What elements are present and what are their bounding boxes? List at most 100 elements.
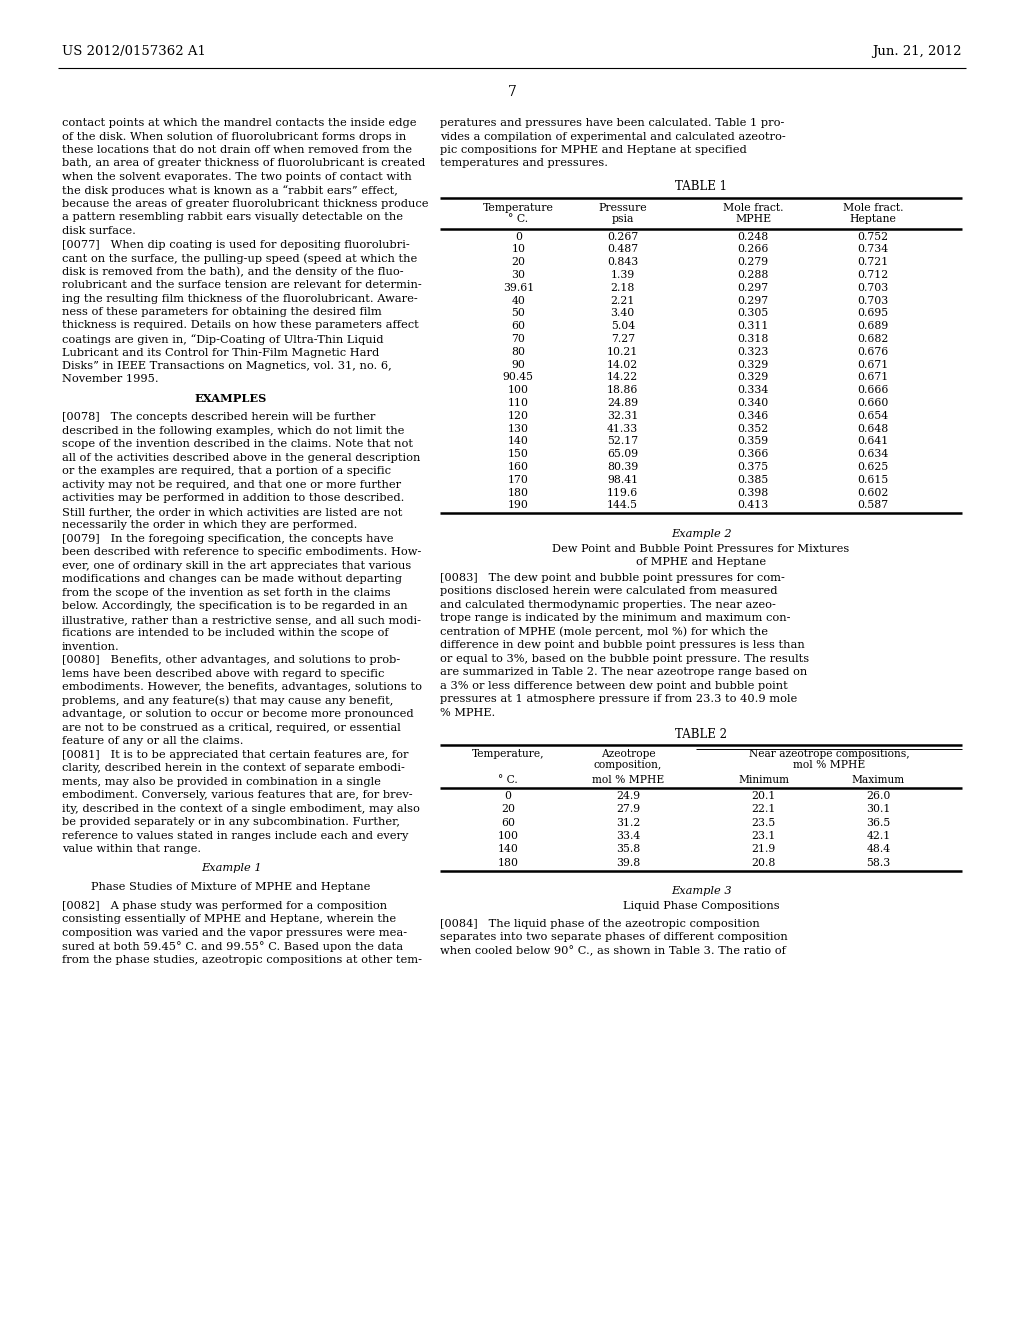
Text: activities may be performed in addition to those described.: activities may be performed in addition … bbox=[62, 494, 404, 503]
Text: 7: 7 bbox=[508, 84, 516, 99]
Text: 20: 20 bbox=[501, 804, 515, 814]
Text: 39.8: 39.8 bbox=[615, 858, 640, 867]
Text: 30.1: 30.1 bbox=[866, 804, 891, 814]
Text: 0.334: 0.334 bbox=[737, 385, 769, 395]
Text: 0.398: 0.398 bbox=[737, 487, 769, 498]
Text: 180: 180 bbox=[498, 858, 518, 867]
Text: 58.3: 58.3 bbox=[866, 858, 891, 867]
Text: TABLE 1: TABLE 1 bbox=[675, 180, 727, 193]
Text: ness of these parameters for obtaining the desired film: ness of these parameters for obtaining t… bbox=[62, 308, 382, 317]
Text: 190: 190 bbox=[508, 500, 528, 511]
Text: 1.39: 1.39 bbox=[610, 271, 635, 280]
Text: composition,: composition, bbox=[594, 760, 663, 770]
Text: 36.5: 36.5 bbox=[866, 817, 891, 828]
Text: [0078]   The concepts described herein will be further: [0078] The concepts described herein wil… bbox=[62, 412, 376, 422]
Text: Near azeotrope compositions,: Near azeotrope compositions, bbox=[749, 748, 909, 759]
Text: thickness is required. Details on how these parameters affect: thickness is required. Details on how th… bbox=[62, 321, 419, 330]
Text: 0.752: 0.752 bbox=[858, 231, 889, 242]
Text: Liquid Phase Compositions: Liquid Phase Compositions bbox=[623, 902, 779, 911]
Text: 27.9: 27.9 bbox=[615, 804, 640, 814]
Text: 0.352: 0.352 bbox=[737, 424, 769, 433]
Text: advantage, or solution to occur or become more pronounced: advantage, or solution to occur or becom… bbox=[62, 709, 414, 719]
Text: 0.641: 0.641 bbox=[858, 437, 889, 446]
Text: 23.1: 23.1 bbox=[752, 832, 776, 841]
Text: Mole fract.: Mole fract. bbox=[723, 202, 783, 213]
Text: be provided separately or in any subcombination. Further,: be provided separately or in any subcomb… bbox=[62, 817, 400, 828]
Text: 52.17: 52.17 bbox=[607, 437, 638, 446]
Text: 65.09: 65.09 bbox=[607, 449, 638, 459]
Text: 0.721: 0.721 bbox=[858, 257, 889, 267]
Text: 0.346: 0.346 bbox=[737, 411, 769, 421]
Text: [0081]   It is to be appreciated that certain features are, for: [0081] It is to be appreciated that cert… bbox=[62, 750, 409, 760]
Text: from the scope of the invention as set forth in the claims: from the scope of the invention as set f… bbox=[62, 587, 390, 598]
Text: Jun. 21, 2012: Jun. 21, 2012 bbox=[872, 45, 962, 58]
Text: 180: 180 bbox=[508, 487, 528, 498]
Text: and calculated thermodynamic properties. The near azeo-: and calculated thermodynamic properties.… bbox=[440, 599, 776, 610]
Text: 0: 0 bbox=[505, 791, 511, 801]
Text: 0.671: 0.671 bbox=[858, 359, 889, 370]
Text: 0.843: 0.843 bbox=[607, 257, 638, 267]
Text: feature of any or all the claims.: feature of any or all the claims. bbox=[62, 737, 244, 746]
Text: 10.21: 10.21 bbox=[607, 347, 638, 356]
Text: embodiments. However, the benefits, advantages, solutions to: embodiments. However, the benefits, adva… bbox=[62, 682, 422, 692]
Text: 23.5: 23.5 bbox=[752, 817, 776, 828]
Text: 0.703: 0.703 bbox=[858, 282, 889, 293]
Text: 5.04: 5.04 bbox=[610, 321, 635, 331]
Text: invention.: invention. bbox=[62, 642, 120, 652]
Text: 60: 60 bbox=[511, 321, 525, 331]
Text: 33.4: 33.4 bbox=[615, 832, 640, 841]
Text: 0.712: 0.712 bbox=[858, 271, 889, 280]
Text: 0.318: 0.318 bbox=[737, 334, 769, 345]
Text: 0.279: 0.279 bbox=[737, 257, 769, 267]
Text: Maximum: Maximum bbox=[852, 775, 905, 784]
Text: 39.61: 39.61 bbox=[503, 282, 534, 293]
Text: 150: 150 bbox=[508, 449, 528, 459]
Text: 26.0: 26.0 bbox=[866, 791, 891, 801]
Text: [0083]   The dew point and bubble point pressures for com-: [0083] The dew point and bubble point pr… bbox=[440, 573, 784, 583]
Text: 0.660: 0.660 bbox=[857, 397, 889, 408]
Text: when the solvent evaporates. The two points of contact with: when the solvent evaporates. The two poi… bbox=[62, 172, 412, 182]
Text: coatings are given in, “Dip-Coating of Ultra-Thin Liquid: coatings are given in, “Dip-Coating of U… bbox=[62, 334, 384, 345]
Text: activity may not be required, and that one or more further: activity may not be required, and that o… bbox=[62, 479, 401, 490]
Text: 0.297: 0.297 bbox=[737, 282, 769, 293]
Text: ments, may also be provided in combination in a single: ments, may also be provided in combinati… bbox=[62, 776, 381, 787]
Text: 70: 70 bbox=[511, 334, 525, 345]
Text: of MPHE and Heptane: of MPHE and Heptane bbox=[636, 557, 766, 568]
Text: 160: 160 bbox=[508, 462, 528, 473]
Text: because the areas of greater fluorolubricant thickness produce: because the areas of greater fluorolubri… bbox=[62, 199, 428, 209]
Text: when cooled below 90° C., as shown in Table 3. The ratio of: when cooled below 90° C., as shown in Ta… bbox=[440, 945, 785, 957]
Text: 0.695: 0.695 bbox=[858, 309, 889, 318]
Text: 0.671: 0.671 bbox=[858, 372, 889, 383]
Text: Disks” in IEEE Transactions on Magnetics, vol. 31, no. 6,: Disks” in IEEE Transactions on Magnetics… bbox=[62, 360, 392, 371]
Text: 0.359: 0.359 bbox=[737, 437, 769, 446]
Text: 120: 120 bbox=[508, 411, 528, 421]
Text: 0.329: 0.329 bbox=[737, 359, 769, 370]
Text: [0080]   Benefits, other advantages, and solutions to prob-: [0080] Benefits, other advantages, and s… bbox=[62, 655, 400, 665]
Text: Minimum: Minimum bbox=[738, 775, 790, 784]
Text: 0.385: 0.385 bbox=[737, 475, 769, 484]
Text: Example 2: Example 2 bbox=[671, 529, 731, 540]
Text: 80.39: 80.39 bbox=[607, 462, 638, 473]
Text: 0.375: 0.375 bbox=[737, 462, 769, 473]
Text: 144.5: 144.5 bbox=[607, 500, 638, 511]
Text: pic compositions for MPHE and Heptane at specified: pic compositions for MPHE and Heptane at… bbox=[440, 145, 746, 154]
Text: 20.8: 20.8 bbox=[752, 858, 776, 867]
Text: 31.2: 31.2 bbox=[615, 817, 640, 828]
Text: 0.634: 0.634 bbox=[858, 449, 889, 459]
Text: 2.18: 2.18 bbox=[610, 282, 635, 293]
Text: Dew Point and Bubble Point Pressures for Mixtures: Dew Point and Bubble Point Pressures for… bbox=[552, 544, 850, 554]
Text: positions disclosed herein were calculated from measured: positions disclosed herein were calculat… bbox=[440, 586, 777, 597]
Text: Temperature: Temperature bbox=[483, 202, 554, 213]
Text: from the phase studies, azeotropic compositions at other tem-: from the phase studies, azeotropic compo… bbox=[62, 954, 422, 965]
Text: 24.9: 24.9 bbox=[615, 791, 640, 801]
Text: Azeotrope: Azeotrope bbox=[601, 748, 655, 759]
Text: Still further, the order in which activities are listed are not: Still further, the order in which activi… bbox=[62, 507, 402, 517]
Text: 0.311: 0.311 bbox=[737, 321, 769, 331]
Text: 18.86: 18.86 bbox=[607, 385, 638, 395]
Text: embodiment. Conversely, various features that are, for brev-: embodiment. Conversely, various features… bbox=[62, 791, 413, 800]
Text: 140: 140 bbox=[508, 437, 528, 446]
Text: ° C.: ° C. bbox=[508, 214, 528, 224]
Text: 0.329: 0.329 bbox=[737, 372, 769, 383]
Text: the disk produces what is known as a “rabbit ears” effect,: the disk produces what is known as a “ra… bbox=[62, 186, 398, 197]
Text: difference in dew point and bubble point pressures is less than: difference in dew point and bubble point… bbox=[440, 640, 805, 651]
